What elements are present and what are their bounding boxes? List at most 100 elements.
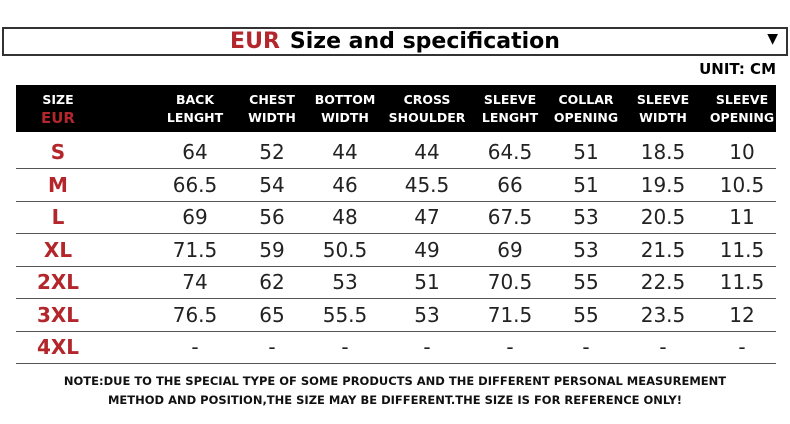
value-cell: 11.5 <box>719 270 765 294</box>
value-cell: - <box>423 335 431 359</box>
size-cell: 2XL <box>36 270 80 294</box>
column-header: SIZE EUR <box>41 91 75 127</box>
title-text: Size and specification <box>289 29 560 54</box>
value-cell: 53 <box>573 205 599 229</box>
value-cell: 23.5 <box>640 302 686 327</box>
header-text: BACK <box>175 92 215 107</box>
value-cell: - <box>341 335 349 359</box>
value-cell: 55.5 <box>322 302 368 327</box>
value-cell: 11 <box>729 205 755 229</box>
value-cell: 48 <box>332 205 358 229</box>
table-header: SIZE EUR BACK LENGHT CHEST WIDTH BOTTOM WIDTH CR… <box>16 85 776 132</box>
size-cell: L <box>51 205 65 229</box>
note-line: METHOD AND POSITION,THE SIZE MAY BE DIFF… <box>107 393 683 407</box>
value-cell: 51 <box>414 270 440 294</box>
value-cell: - <box>738 335 746 359</box>
value-cell: 50.5 <box>322 237 368 262</box>
table-row: 2XL 74 62 53 51 70.5 55 22.5 11.5 <box>16 266 776 299</box>
unit-label: UNIT: CM <box>699 60 776 78</box>
column-header: SLEEVE OPENING <box>710 91 774 127</box>
value-cell: 64.5 <box>487 140 533 164</box>
value-cell: 55 <box>573 270 599 294</box>
value-cell: 65 <box>259 302 285 327</box>
value-cell: 53 <box>332 270 358 294</box>
value-cell: 74 <box>182 270 208 294</box>
header-text: WIDTH <box>639 110 687 125</box>
table-row: XL 71.5 59 50.5 49 69 53 21.5 11.5 <box>16 234 776 267</box>
header-text: LENGHT <box>166 110 224 125</box>
value-cell: 10 <box>729 140 755 164</box>
header-text: OPENING <box>553 110 619 125</box>
header-text: CHEST <box>249 92 295 107</box>
header-text: CROSS <box>403 92 451 107</box>
header-text: BOTTOM <box>314 92 376 107</box>
table-row: M 66.5 54 46 45.5 66 51 19.5 10.5 <box>16 169 776 202</box>
size-cell: 4XL <box>36 335 80 359</box>
size-cell: 3XL <box>36 302 80 327</box>
header-text: WIDTH <box>321 110 369 125</box>
column-header: CHEST WIDTH <box>248 91 296 127</box>
value-cell: 67.5 <box>487 205 533 229</box>
value-cell: 53 <box>414 302 440 327</box>
title-bar: EUR Size and specification ▼ <box>2 27 788 56</box>
value-cell: 21.5 <box>640 237 686 262</box>
value-cell: 69 <box>182 205 208 229</box>
note: NOTE:DUE TO THE SPECIAL TYPE OF SOME PRO… <box>0 372 790 410</box>
value-cell: 10.5 <box>719 172 765 197</box>
value-cell: 71.5 <box>487 302 533 327</box>
header-text: LENGHT <box>481 110 539 125</box>
header-text: SHOULDER <box>388 110 466 125</box>
value-cell: 69 <box>497 237 523 262</box>
note-line: NOTE:DUE TO THE SPECIAL TYPE OF SOME PRO… <box>63 374 727 388</box>
value-cell: 53 <box>573 237 599 262</box>
value-cell: 46 <box>332 172 358 197</box>
value-cell: 56 <box>259 205 285 229</box>
value-cell: 70.5 <box>487 270 533 294</box>
value-cell: - <box>191 335 199 359</box>
header-text: OPENING <box>709 110 775 125</box>
size-cell: M <box>48 172 68 197</box>
column-header: BACK LENGHT <box>167 91 223 127</box>
column-header: CROSS SHOULDER <box>389 91 466 127</box>
value-cell: - <box>268 335 276 359</box>
header-text: SLEEVE <box>636 92 690 107</box>
header-text: EUR <box>41 109 75 127</box>
header-text: SLEEVE <box>715 92 769 107</box>
value-cell: 52 <box>259 140 285 164</box>
value-cell: 19.5 <box>640 172 686 197</box>
column-header: SLEEVE LENGHT <box>482 91 538 127</box>
value-cell: 66 <box>497 172 523 197</box>
value-cell: 44 <box>332 140 358 164</box>
header-text: SLEEVE <box>483 92 537 107</box>
column-header: SLEEVE WIDTH <box>637 91 689 127</box>
value-cell: 49 <box>414 237 440 262</box>
value-cell: 47 <box>414 205 440 229</box>
table-row: L 69 56 48 47 67.5 53 20.5 11 <box>16 201 776 234</box>
value-cell: 62 <box>259 270 285 294</box>
value-cell: 22.5 <box>640 270 686 294</box>
value-cell: 71.5 <box>172 237 218 262</box>
value-cell: - <box>659 335 667 359</box>
table-row: S 64 52 44 44 64.5 51 18.5 10 <box>16 136 776 169</box>
value-cell: 76.5 <box>172 302 218 327</box>
value-cell: 66.5 <box>172 172 218 197</box>
value-cell: 20.5 <box>640 205 686 229</box>
value-cell: 64 <box>182 140 208 164</box>
value-cell: 51 <box>573 172 599 197</box>
size-cell: S <box>50 140 66 164</box>
value-cell: 51 <box>573 140 599 164</box>
title-prefix: EUR <box>230 29 280 54</box>
triangle-down-icon[interactable]: ▼ <box>767 31 778 47</box>
value-cell: 18.5 <box>640 140 686 164</box>
size-cell: XL <box>43 237 73 262</box>
header-text: SIZE <box>42 92 74 107</box>
value-cell: 54 <box>259 172 285 197</box>
header-text: COLLAR <box>558 92 614 107</box>
value-cell: 59 <box>259 237 285 262</box>
header-text: WIDTH <box>248 110 296 125</box>
value-cell: - <box>506 335 514 359</box>
value-cell: 45.5 <box>404 172 450 197</box>
column-header: BOTTOM WIDTH <box>315 91 376 127</box>
value-cell: 11.5 <box>719 237 765 262</box>
table-row: 3XL 76.5 65 55.5 53 71.5 55 23.5 12 <box>16 299 776 332</box>
